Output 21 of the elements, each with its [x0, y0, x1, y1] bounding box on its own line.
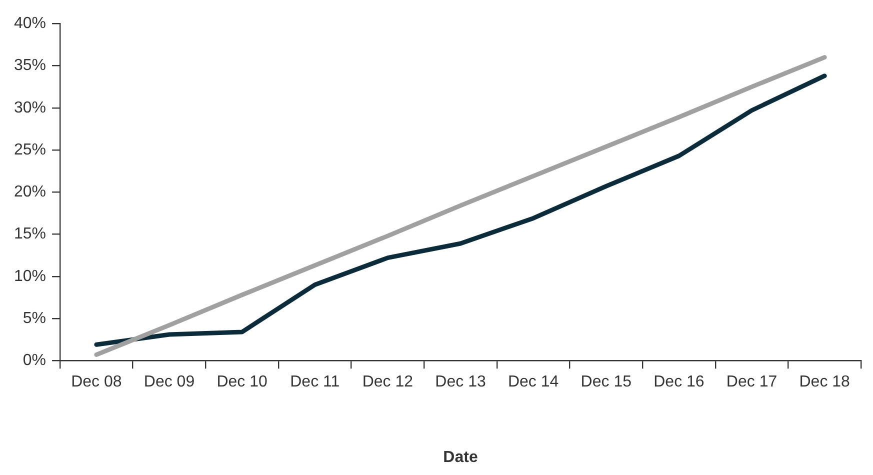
x-tick-label: Dec 18	[799, 374, 850, 391]
x-tick-label: Dec 08	[71, 374, 122, 391]
y-tick-label: 0%	[22, 352, 46, 370]
y-tick-label: 25%	[14, 141, 46, 158]
y-tick-label: 35%	[14, 57, 46, 74]
x-tick-label: Dec 15	[580, 374, 632, 391]
y-tick-label: 40%	[14, 15, 46, 32]
x-tick-label: Dec 16	[654, 374, 704, 391]
x-tick-label: Dec 17	[726, 374, 778, 391]
x-tick-label: Dec 10	[216, 374, 268, 391]
y-tick-label: 20%	[14, 184, 46, 201]
y-tick-label: 15%	[14, 226, 46, 243]
x-tick-label: Dec 11	[290, 374, 340, 391]
x-tick-label: Dec 12	[362, 374, 414, 391]
y-tick-label: 5%	[22, 310, 46, 327]
x-axis-title: Date	[443, 448, 478, 466]
x-tick-label: Dec 09	[144, 374, 195, 391]
x-tick-label: Dec 13	[435, 374, 486, 391]
x-tick-label: Dec 14	[508, 374, 559, 391]
y-tick-label: 30%	[14, 99, 46, 116]
y-tick-label: 10%	[14, 268, 46, 285]
